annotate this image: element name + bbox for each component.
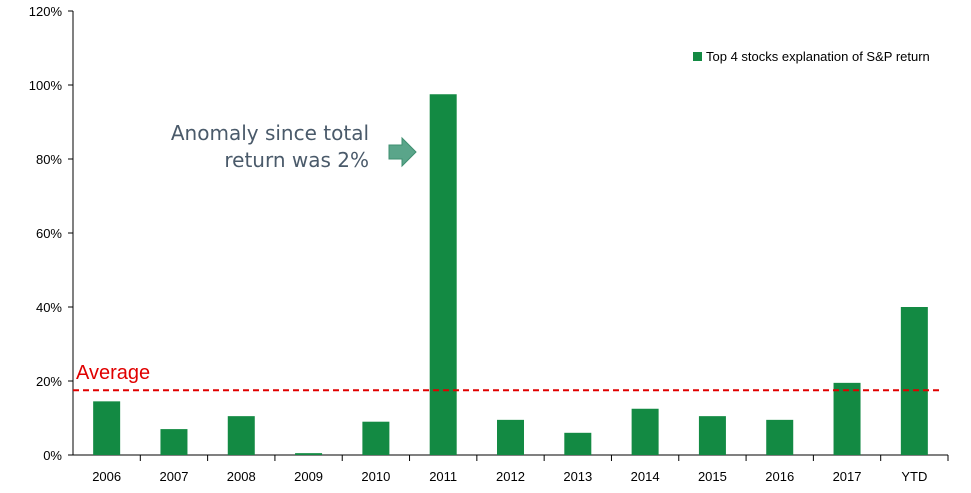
x-tick-label: 2010 xyxy=(361,469,390,484)
bar-2006 xyxy=(93,401,121,455)
average-label: Average xyxy=(76,362,150,384)
y-tick-label: 100% xyxy=(29,78,63,93)
x-tick-label: 2009 xyxy=(294,469,323,484)
bar-2012 xyxy=(497,419,524,455)
x-tick-label: 2015 xyxy=(698,469,727,484)
bar-YTD xyxy=(900,307,928,455)
legend-swatch xyxy=(693,52,702,61)
x-tick-label: 2011 xyxy=(429,469,457,484)
x-tick-label: 2008 xyxy=(227,469,256,484)
bar-2016 xyxy=(766,419,794,455)
bar-2014 xyxy=(631,408,659,455)
y-tick-label: 40% xyxy=(36,300,62,315)
bar-2007 xyxy=(160,429,188,455)
bar-2010 xyxy=(362,421,390,455)
bar-2009 xyxy=(295,453,323,455)
x-tick-label: 2014 xyxy=(631,469,660,484)
annotation-line-1: Anomaly since total xyxy=(171,121,369,145)
x-tick-label: 2017 xyxy=(833,469,862,484)
x-tick-label: YTD xyxy=(901,469,927,484)
y-tick-label: 120% xyxy=(29,4,63,19)
bar-2015 xyxy=(698,416,726,455)
annotation-arrow-icon xyxy=(388,136,417,168)
annotation-line-2: return was 2% xyxy=(224,148,369,172)
bar-2011 xyxy=(429,94,457,455)
x-tick-label: 2006 xyxy=(92,469,121,484)
x-tick-label: 2012 xyxy=(496,469,525,484)
legend-label: Top 4 stocks explanation of S&P return xyxy=(706,49,930,64)
y-tick-label: 80% xyxy=(36,152,62,167)
bar-2013 xyxy=(564,432,592,455)
y-tick-label: 60% xyxy=(36,226,62,241)
x-tick-label: 2013 xyxy=(563,469,592,484)
x-tick-label: 2016 xyxy=(765,469,794,484)
y-tick-label: 20% xyxy=(36,374,62,389)
y-axis-ticks: 0% 20% 40% 60% 80% 100% 120% xyxy=(29,4,73,463)
bar-2008 xyxy=(227,416,255,455)
x-axis-ticks: 2006 2007 2008 2009 2010 2011 2012 2013 2014 2015… xyxy=(92,455,949,484)
x-tick-label: 2007 xyxy=(160,469,189,484)
bar-2017 xyxy=(833,382,861,455)
bars-group xyxy=(93,94,928,455)
y-tick-label: 0% xyxy=(43,448,62,463)
